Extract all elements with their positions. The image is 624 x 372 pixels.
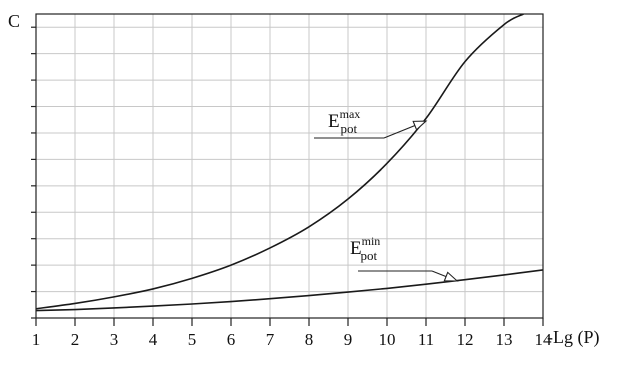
x-tick-label: 12	[457, 330, 474, 349]
x-tick-label: 5	[188, 330, 197, 349]
annotation-label: Emax pot	[328, 107, 360, 136]
annotation-max: Emax pot	[314, 107, 428, 139]
x-axis-title: -Lg (P)	[547, 327, 600, 348]
x-tick-label: 13	[496, 330, 513, 349]
x-tick-label: 10	[379, 330, 396, 349]
plot-frame	[35, 13, 544, 319]
x-tick-label: 14	[535, 330, 553, 349]
x-tick-label: 11	[418, 330, 434, 349]
x-tick-label: 8	[305, 330, 314, 349]
series-line-epot-max	[36, 14, 524, 310]
annotation-min: Emin pot	[350, 234, 459, 282]
annotation-label: Emin pot	[350, 234, 380, 263]
y-axis-title: C	[8, 11, 20, 31]
x-tick-label: 7	[266, 330, 275, 349]
axes: 1 2 3 4 5 6 7 8 9 10 11 12 13 14C-Lg (P)	[8, 11, 600, 349]
x-tick-label: 9	[344, 330, 353, 349]
series-layer	[36, 14, 543, 312]
x-tick-label: 2	[71, 330, 80, 349]
x-tick-label: 6	[227, 330, 236, 349]
annotation-arrowhead	[443, 271, 459, 282]
x-tick-label: 1	[32, 330, 41, 349]
annotations: Emax pot Emin pot	[314, 107, 459, 282]
x-tick-label: 3	[110, 330, 119, 349]
series-line-epot-min	[36, 269, 543, 312]
x-tick-label: 4	[149, 330, 158, 349]
annotation-arrowhead	[412, 120, 428, 131]
